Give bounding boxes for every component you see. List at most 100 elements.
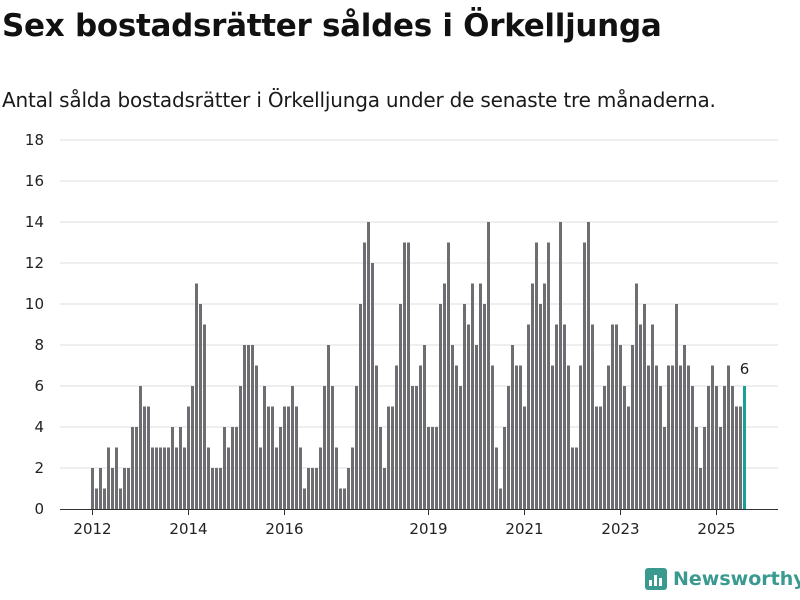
bar	[671, 365, 674, 509]
bar	[367, 222, 370, 509]
bar	[303, 488, 306, 509]
y-tick-label: 16	[25, 172, 44, 190]
bar	[247, 345, 250, 509]
bar	[403, 242, 406, 509]
bar	[699, 468, 702, 509]
bars	[91, 222, 746, 509]
bar	[255, 365, 258, 509]
bar	[707, 386, 710, 509]
last-value-label: 6	[740, 360, 750, 378]
y-tick-label: 12	[25, 254, 44, 272]
bar	[443, 283, 446, 509]
bar	[175, 447, 178, 509]
bar	[559, 222, 562, 509]
bar	[203, 324, 206, 509]
bar	[735, 406, 738, 509]
bar	[507, 386, 510, 509]
bar	[655, 365, 658, 509]
bar	[111, 468, 114, 509]
chart-title: Sex bostadsrätter såldes i Örkelljunga	[2, 8, 662, 44]
bar	[167, 447, 170, 509]
bar	[543, 283, 546, 509]
data-labels: 6	[740, 360, 750, 378]
bar	[259, 447, 262, 509]
bar	[327, 345, 330, 509]
bar	[159, 447, 162, 509]
bar	[219, 468, 222, 509]
x-tick-label: 2021	[505, 520, 543, 538]
bar	[459, 386, 462, 509]
y-tick-label: 0	[34, 500, 44, 518]
bar	[719, 427, 722, 509]
bar	[595, 406, 598, 509]
bar	[727, 365, 730, 509]
bar	[503, 427, 506, 509]
bar	[263, 386, 266, 509]
bar	[387, 406, 390, 509]
bar	[515, 365, 518, 509]
y-tick-label: 6	[34, 377, 44, 395]
x-tick-label: 2019	[409, 520, 447, 538]
bar	[675, 304, 678, 509]
bar	[227, 447, 230, 509]
bar	[479, 283, 482, 509]
bar	[691, 386, 694, 509]
bar	[359, 304, 362, 509]
bar	[615, 324, 618, 509]
bar	[547, 242, 550, 509]
bar	[151, 447, 154, 509]
bar	[463, 304, 466, 509]
bar	[119, 488, 122, 509]
bar	[383, 468, 386, 509]
bar	[679, 365, 682, 509]
bar-chart-icon	[645, 568, 667, 590]
bar	[363, 242, 366, 509]
bar	[603, 386, 606, 509]
bar	[423, 345, 426, 509]
bar	[127, 468, 130, 509]
brand-name: Newsworthy	[673, 568, 800, 590]
y-tick-label: 4	[34, 418, 44, 436]
bar	[531, 283, 534, 509]
bar	[535, 242, 538, 509]
bar	[639, 324, 642, 509]
bar	[731, 386, 734, 509]
bar	[323, 386, 326, 509]
bar	[635, 283, 638, 509]
bar	[447, 242, 450, 509]
bar	[183, 447, 186, 509]
bar	[623, 386, 626, 509]
y-tick-label: 14	[25, 213, 44, 231]
bar	[591, 324, 594, 509]
bar	[163, 447, 166, 509]
bar	[231, 427, 234, 509]
bar	[511, 345, 514, 509]
bar	[411, 386, 414, 509]
bar	[319, 447, 322, 509]
bar	[563, 324, 566, 509]
bar	[739, 406, 742, 509]
x-tick-label: 2016	[265, 520, 303, 538]
bar	[523, 406, 526, 509]
bar	[171, 427, 174, 509]
bar	[307, 468, 310, 509]
bar	[339, 488, 342, 509]
bar	[467, 324, 470, 509]
bar	[215, 468, 218, 509]
bar	[695, 427, 698, 509]
bar	[587, 222, 590, 509]
bar	[95, 488, 98, 509]
bar	[391, 406, 394, 509]
bar	[439, 304, 442, 509]
bar	[667, 365, 670, 509]
bar	[271, 406, 274, 509]
bar	[643, 304, 646, 509]
y-tick-label: 10	[25, 295, 44, 313]
x-tick-label: 2014	[169, 520, 207, 538]
bar	[599, 406, 602, 509]
bar	[575, 447, 578, 509]
bar	[703, 427, 706, 509]
bar	[143, 406, 146, 509]
bar	[399, 304, 402, 509]
bar	[187, 406, 190, 509]
